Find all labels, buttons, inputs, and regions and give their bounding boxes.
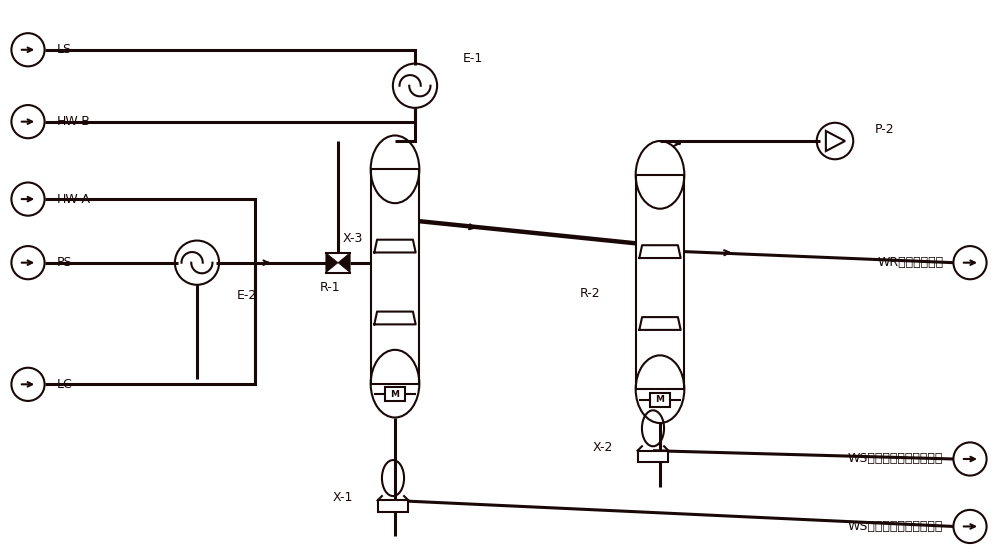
Text: R-2: R-2: [579, 286, 600, 300]
Text: X-3: X-3: [343, 232, 363, 246]
Polygon shape: [326, 253, 338, 273]
Bar: [636, 175, 684, 389]
Polygon shape: [338, 253, 350, 273]
Bar: [378, 500, 408, 512]
Bar: [385, 387, 405, 401]
Text: WS经冷却后去油水分层罐: WS经冷却后去油水分层罐: [848, 520, 943, 533]
Text: X-2: X-2: [593, 441, 613, 455]
Text: E-2: E-2: [237, 289, 257, 302]
Text: X-1: X-1: [333, 491, 353, 504]
Text: WS经冷却后去油水分层罐: WS经冷却后去油水分层罐: [848, 452, 943, 466]
Bar: [638, 451, 668, 462]
Text: P-2: P-2: [875, 123, 895, 137]
Text: HW-B: HW-B: [57, 115, 90, 128]
Text: R-1: R-1: [319, 281, 340, 294]
Text: PS: PS: [57, 256, 72, 269]
Text: HW-A: HW-A: [57, 192, 91, 206]
Bar: [650, 393, 670, 407]
Text: LS: LS: [57, 43, 72, 56]
Text: WR去后处理工序: WR去后处理工序: [877, 256, 943, 269]
Bar: [371, 169, 419, 384]
Text: M: M: [656, 395, 664, 404]
Text: LC: LC: [57, 378, 72, 391]
Text: M: M: [390, 390, 400, 399]
Text: E-1: E-1: [463, 51, 483, 65]
